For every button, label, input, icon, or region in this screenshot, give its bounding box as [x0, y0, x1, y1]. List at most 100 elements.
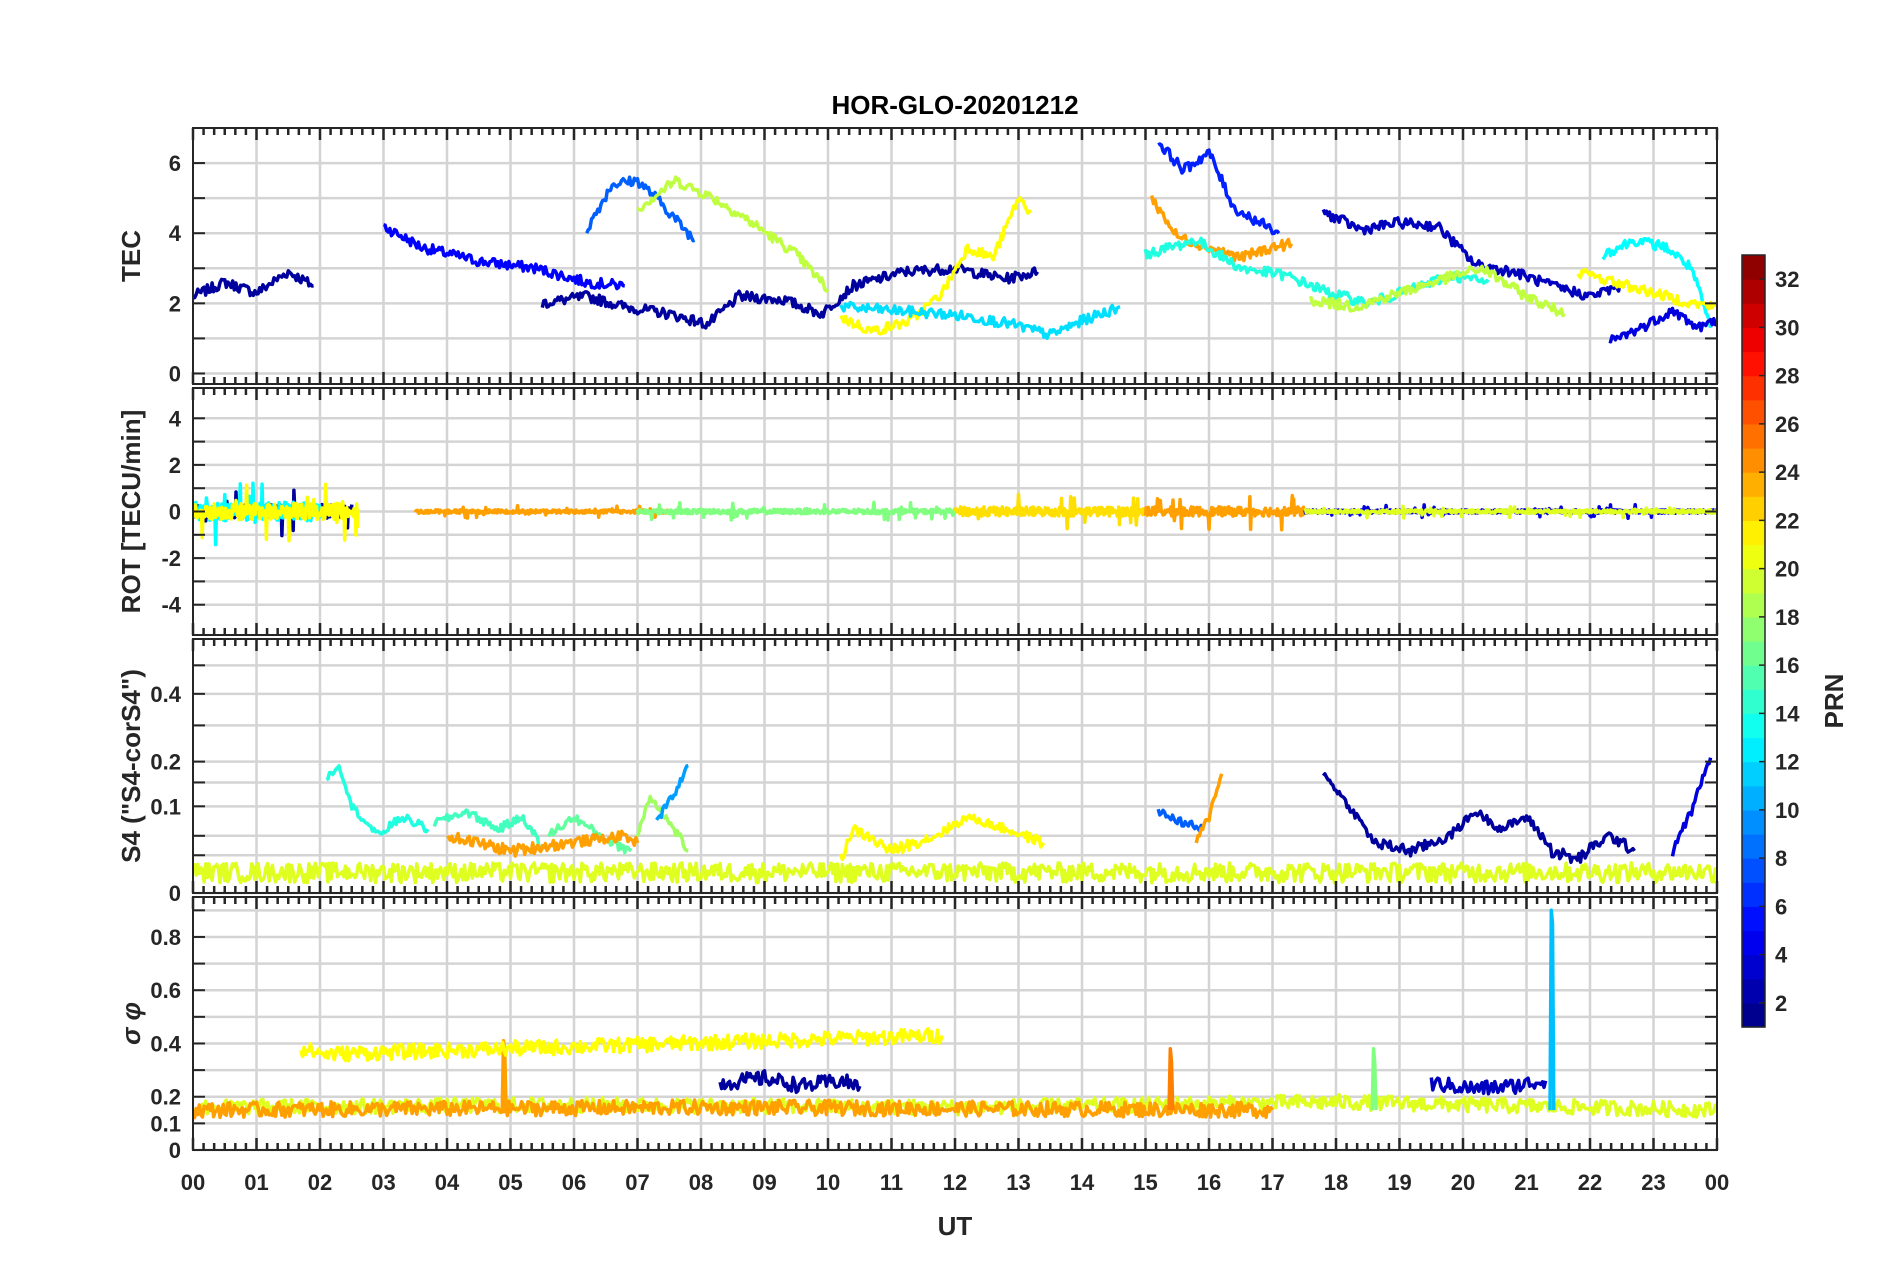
- x-tick-label: 13: [1006, 1170, 1030, 1195]
- y-tick-label: 2: [169, 291, 181, 316]
- x-tick-label: 05: [498, 1170, 522, 1195]
- colorbar-tick-label: 18: [1775, 605, 1799, 630]
- colorbar-tick-label: 2: [1775, 991, 1787, 1016]
- x-tick-label: 22: [1578, 1170, 1602, 1195]
- colorbar-segment: [1742, 641, 1765, 666]
- y-tick-label: 0.4: [150, 1031, 181, 1056]
- x-axis: 00 01 02 03 04 05 06 07 08 09 10 11 12 13 14 15 16 17 18 19…: [181, 1170, 1729, 1195]
- colorbar-segment: [1742, 279, 1765, 304]
- colorbar-segment: [1742, 834, 1765, 859]
- series-prn-24: [193, 1098, 1274, 1120]
- series-group: [193, 908, 1717, 1120]
- series-prn-22: [953, 492, 1148, 531]
- colorbar-segment: [1742, 399, 1765, 425]
- x-tick-label: 04: [435, 1170, 460, 1195]
- y-tick-label: 4: [169, 221, 182, 246]
- colorbar-tick-label: 4: [1775, 943, 1788, 968]
- y-tick-label: -4: [161, 593, 181, 618]
- colorbar-segment: [1742, 423, 1765, 449]
- series-prn-24: [1143, 493, 1307, 532]
- series-prn-21: [839, 813, 1046, 862]
- y-tick-label: 0: [169, 500, 181, 525]
- colorbar-segment: [1742, 472, 1765, 497]
- colorbar-segment: [1742, 761, 1765, 787]
- colorbar-tick-label: 10: [1775, 798, 1799, 823]
- series-prn-21: [839, 195, 1033, 336]
- y-tick-label: 0.4: [150, 682, 181, 707]
- colorbar-segment: [1742, 930, 1765, 956]
- y-tick-label: 0.6: [150, 978, 181, 1003]
- x-tick-label: 18: [1324, 1170, 1348, 1195]
- x-tick-label: 10: [816, 1170, 840, 1195]
- series-prn-17: [635, 500, 957, 522]
- colorbar-tick-label: 6: [1775, 894, 1787, 919]
- x-tick-label: 08: [689, 1170, 713, 1195]
- series-prn-8: [585, 175, 696, 243]
- series-prn-24: [413, 503, 671, 520]
- y-tick-label: 4: [169, 406, 182, 431]
- series-prn-20: [1303, 504, 1717, 520]
- series-prn-19: [1308, 264, 1566, 318]
- y-tick-label: 6: [169, 151, 181, 176]
- colorbar-tick-label: 30: [1775, 315, 1799, 340]
- series-prn-20: [193, 861, 1717, 885]
- colorbar-segment: [1742, 689, 1765, 714]
- series-prn-4: [1608, 306, 1717, 344]
- series-prn-19: [636, 175, 830, 293]
- series-prn-24: [446, 829, 640, 858]
- colorbar-segment: [1742, 520, 1765, 546]
- series-prn-4: [1670, 757, 1713, 857]
- x-tick-label: 14: [1070, 1170, 1095, 1195]
- x-tick-label: 09: [752, 1170, 776, 1195]
- series-prn-17: [1370, 1047, 1378, 1111]
- colorbar-segment: [1742, 592, 1765, 618]
- colorbar-segment: [1742, 978, 1765, 1004]
- series-prn-3: [1429, 1076, 1548, 1096]
- x-tick-label: 20: [1451, 1170, 1475, 1195]
- colorbar-tick-label: 14: [1775, 701, 1800, 726]
- colorbar-tick-label: 26: [1775, 412, 1799, 437]
- series-group: [193, 481, 1717, 547]
- series-prn-2: [1321, 772, 1636, 865]
- chart-title: HOR-GLO-20201212: [831, 90, 1078, 120]
- series-group: [193, 142, 1717, 344]
- panel-rot: -4 -2 0 2 4 ROT [TECU/min]: [116, 387, 1719, 636]
- colorbar-segment: [1742, 906, 1765, 932]
- series-prn-25: [1167, 1047, 1175, 1111]
- x-tick-label: 12: [943, 1170, 967, 1195]
- x-tick-label: 21: [1514, 1170, 1538, 1195]
- y-axis-label: TEC: [116, 230, 146, 282]
- colorbar-label: PRN: [1819, 674, 1849, 729]
- y-axis-label: σ φ: [116, 1002, 146, 1045]
- x-axis-label: UT: [938, 1211, 973, 1241]
- x-tick-label: 07: [625, 1170, 649, 1195]
- colorbar-tick-label: 8: [1775, 846, 1787, 871]
- x-tick-label: 17: [1260, 1170, 1284, 1195]
- series-prn-8: [1156, 808, 1205, 833]
- colorbar-tick-label: 22: [1775, 508, 1799, 533]
- y-tick-label: 0.2: [150, 750, 181, 775]
- x-tick-label: 01: [244, 1170, 268, 1195]
- series-group: [193, 757, 1717, 885]
- colorbar-segment: [1742, 448, 1765, 473]
- colorbar-segment: [1742, 351, 1765, 377]
- x-tick-label: 23: [1641, 1170, 1665, 1195]
- colorbar-segment: [1742, 616, 1765, 642]
- colorbar-segment: [1742, 375, 1765, 401]
- series-prn-12: [839, 300, 1121, 340]
- colorbar-segment: [1742, 255, 1765, 280]
- colorbar-segment: [1742, 785, 1765, 811]
- y-axis-label: S4 ("S4-corS4"): [116, 669, 146, 863]
- colorbar-tick-label: 20: [1775, 557, 1799, 582]
- series-prn-21: [1576, 267, 1717, 311]
- colorbar-tick-label: 28: [1775, 364, 1799, 389]
- y-axis-label: ROT [TECU/min]: [116, 410, 146, 614]
- series-prn-11: [1548, 908, 1556, 1111]
- series-prn-3: [1321, 208, 1624, 301]
- colorbar-segment: [1742, 568, 1765, 594]
- series-prn-24: [1194, 773, 1224, 844]
- colorbar-segment: [1742, 809, 1765, 835]
- x-tick-label: 15: [1133, 1170, 1157, 1195]
